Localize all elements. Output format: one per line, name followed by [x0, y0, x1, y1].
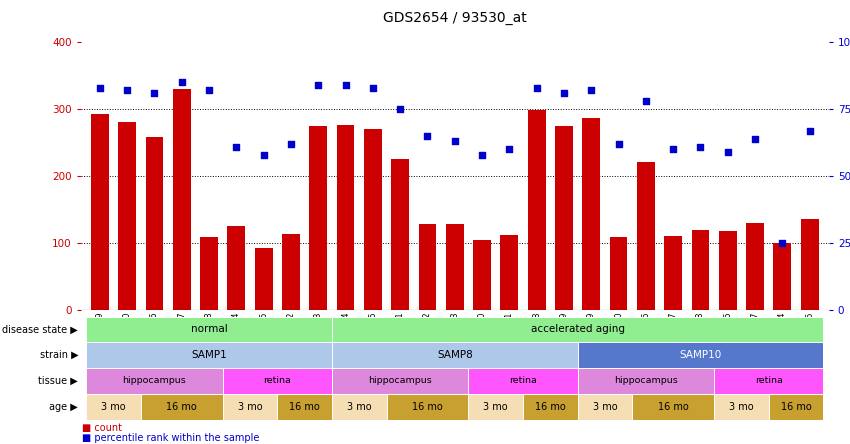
Text: hippocampus: hippocampus [614, 377, 677, 385]
Point [339, 81, 353, 88]
Text: hippocampus: hippocampus [122, 377, 186, 385]
Text: strain ▶: strain ▶ [40, 350, 78, 360]
Text: 3 mo: 3 mo [101, 402, 126, 412]
Text: 3 mo: 3 mo [729, 402, 754, 412]
Bar [418, 224, 436, 310]
Text: retina: retina [755, 377, 783, 385]
Bar [609, 237, 627, 310]
Text: 16 mo: 16 mo [412, 402, 443, 412]
Text: retina: retina [264, 377, 292, 385]
Point [448, 138, 462, 145]
Text: 3 mo: 3 mo [238, 402, 263, 412]
Text: 3 mo: 3 mo [592, 402, 617, 412]
Point [775, 239, 789, 246]
Bar [391, 159, 409, 310]
Bar [364, 129, 382, 310]
Bar [719, 231, 737, 310]
Text: 3 mo: 3 mo [347, 402, 371, 412]
Point [121, 87, 134, 94]
Bar [446, 224, 463, 310]
Bar [228, 226, 246, 310]
Point [530, 84, 543, 91]
Point [148, 90, 162, 97]
Point [394, 106, 407, 113]
Bar [746, 223, 764, 310]
Bar [173, 89, 190, 310]
Text: accelerated aging: accelerated aging [530, 325, 625, 334]
Point [694, 143, 707, 150]
Bar [664, 236, 682, 310]
Text: SAMP10: SAMP10 [679, 350, 722, 360]
Text: 16 mo: 16 mo [167, 402, 197, 412]
Text: ■ count: ■ count [82, 423, 122, 433]
Bar [582, 118, 600, 310]
Text: retina: retina [509, 377, 537, 385]
Point [748, 135, 762, 142]
Bar [801, 219, 819, 310]
Bar [282, 234, 300, 310]
Point [612, 140, 626, 147]
Text: disease state ▶: disease state ▶ [3, 325, 78, 334]
Point [175, 79, 189, 86]
Bar [201, 237, 218, 310]
Point [639, 98, 653, 105]
Bar [118, 122, 136, 310]
Point [721, 148, 734, 155]
Point [366, 84, 380, 91]
Point [502, 146, 516, 153]
Text: hippocampus: hippocampus [368, 377, 432, 385]
Point [257, 151, 270, 158]
Point [475, 151, 489, 158]
Bar [555, 126, 573, 310]
Bar [637, 162, 654, 310]
Bar [774, 243, 791, 310]
Text: ■ percentile rank within the sample: ■ percentile rank within the sample [82, 433, 259, 443]
Bar [145, 137, 163, 310]
Point [421, 132, 434, 139]
Bar [501, 235, 518, 310]
Text: 16 mo: 16 mo [658, 402, 688, 412]
Point [230, 143, 243, 150]
Point [666, 146, 680, 153]
Text: 16 mo: 16 mo [535, 402, 565, 412]
Point [284, 140, 298, 147]
Bar [692, 230, 709, 310]
Bar [255, 248, 273, 310]
Point [585, 87, 598, 94]
Point [311, 81, 325, 88]
Point [557, 90, 570, 97]
Bar [337, 125, 354, 310]
Text: SAMP1: SAMP1 [191, 350, 227, 360]
Bar [528, 111, 546, 310]
Text: normal: normal [190, 325, 228, 334]
Text: 16 mo: 16 mo [289, 402, 320, 412]
Point [93, 84, 106, 91]
Point [803, 127, 817, 134]
Bar [309, 126, 327, 310]
Text: 16 mo: 16 mo [780, 402, 812, 412]
Point [202, 87, 216, 94]
Text: tissue ▶: tissue ▶ [38, 376, 78, 386]
Bar [91, 114, 109, 310]
Text: SAMP8: SAMP8 [437, 350, 473, 360]
Text: age ▶: age ▶ [49, 402, 78, 412]
Bar [473, 240, 491, 310]
Text: GDS2654 / 93530_at: GDS2654 / 93530_at [382, 11, 527, 25]
Text: 3 mo: 3 mo [484, 402, 508, 412]
